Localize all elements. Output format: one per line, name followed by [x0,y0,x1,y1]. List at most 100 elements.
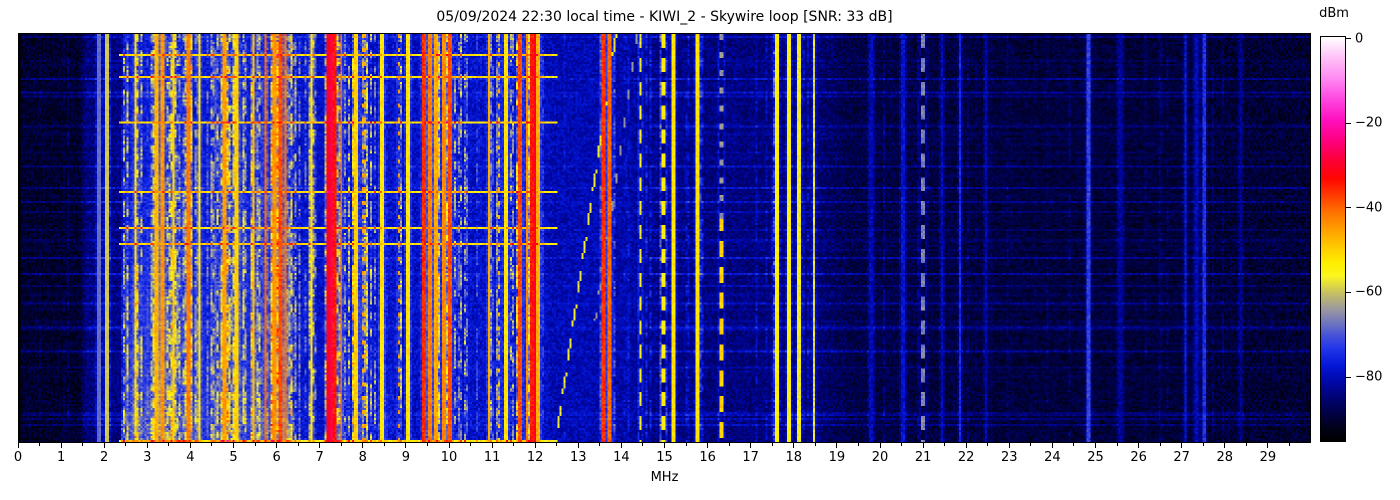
colorbar [1320,36,1346,442]
x-tick-label: 19 [828,450,846,465]
x-tick-label: 20 [871,450,889,465]
colorbar-tick [1346,207,1351,209]
x-tick-label: 10 [440,450,458,465]
x-tick-label: 25 [1087,450,1104,465]
x-tick-label: 15 [656,450,673,465]
x-major-tick [491,443,493,448]
x-minor-tick [254,443,256,446]
colorbar-tick-label: −80 [1355,369,1383,385]
x-minor-tick [1245,443,1247,446]
x-tick-label: 14 [613,450,630,465]
x-tick-label: 27 [1173,450,1190,465]
x-tick-label: 1 [56,450,66,465]
x-major-tick [276,443,278,448]
x-major-tick [1224,443,1226,448]
x-major-tick [879,443,881,448]
x-minor-tick [470,443,472,446]
x-major-tick [577,443,579,448]
colorbar-tick [1346,291,1351,293]
x-minor-tick [211,443,213,446]
x-major-tick [448,443,450,448]
colorbar-tick [1346,376,1351,378]
x-minor-tick [513,443,515,446]
x-minor-tick [340,443,342,446]
x-axis: 0 1 2 3 4 5 6 7 8 9 10 11 12 13 14 15 16 17 18 19 20 21 22 23 24… [14,443,1311,483]
x-tick-label: 28 [1216,450,1234,465]
x-minor-tick [39,443,41,446]
x-minor-tick [944,443,946,446]
x-tick-label: 12 [526,450,544,465]
x-minor-tick [1073,443,1075,446]
colorbar-tick-label: −60 [1355,284,1383,300]
x-major-tick [793,443,795,448]
x-minor-tick [297,443,299,446]
x-tick-label: 11 [483,450,501,465]
x-tick-label: 29 [1259,450,1277,465]
x-tick-label: 24 [1044,450,1061,465]
x-tick-label: 8 [358,450,367,465]
x-minor-tick [1116,443,1118,446]
x-axis-label: MHz [650,470,679,485]
x-minor-tick [685,443,687,446]
x-tick-label: 13 [570,450,587,465]
x-major-tick [233,443,234,448]
x-major-tick [1008,443,1010,448]
x-major-tick [922,443,924,448]
x-tick-label: 2 [100,450,109,465]
x-major-tick [405,443,407,448]
x-tick-label: 21 [914,450,932,465]
x-major-tick [965,443,967,448]
x-minor-tick [1288,443,1290,446]
x-major-tick [17,443,19,448]
x-tick-label: 6 [272,450,281,465]
x-major-tick [1267,443,1269,448]
x-minor-tick [987,443,989,446]
x-tick-label: 26 [1130,450,1147,465]
x-major-tick [534,443,536,448]
x-major-tick [103,443,105,448]
x-minor-tick [642,443,644,446]
x-major-tick [60,443,62,448]
x-minor-tick [168,443,170,446]
colorbar-tick-label: 0 [1355,31,1364,47]
x-major-tick [664,443,665,448]
colorbar-label: dBm [1319,6,1349,21]
x-major-tick [620,443,622,448]
x-minor-tick [771,443,773,446]
x-tick-label: 5 [229,450,238,465]
x-minor-tick [82,443,84,446]
colorbar-ticks: 0 −20 −40 −60 −80 [1346,31,1400,442]
colorbar-tick-label: −40 [1355,200,1383,216]
x-tick-label: 17 [742,450,759,465]
x-tick-label: 7 [315,450,324,465]
x-major-tick [189,443,191,448]
x-major-tick [146,443,148,448]
x-minor-tick [901,443,903,446]
spectrogram-canvas [19,34,1310,442]
x-tick-label: 16 [699,450,716,465]
x-major-tick [1181,443,1183,448]
x-tick-label: 9 [401,450,411,465]
x-minor-tick [599,443,601,446]
x-major-tick [1138,443,1140,448]
x-minor-tick [814,443,816,446]
plot-frame [18,33,1311,443]
x-major-tick [750,443,752,448]
x-tick-label: 0 [13,450,23,465]
x-minor-tick [857,443,859,446]
x-minor-tick [556,443,558,446]
x-major-tick [836,443,838,448]
colorbar-tick [1346,122,1351,124]
x-major-tick [319,443,321,448]
x-tick-label: 3 [143,450,152,465]
colorbar-tick-label: −20 [1355,115,1383,131]
x-minor-tick [1159,443,1161,446]
x-minor-tick [1202,443,1204,446]
x-major-tick [362,443,364,448]
x-minor-tick [383,443,385,446]
colorbar-tick [1346,38,1351,40]
x-minor-tick [125,443,127,446]
x-minor-tick [728,443,730,446]
x-tick-label: 4 [186,450,195,465]
